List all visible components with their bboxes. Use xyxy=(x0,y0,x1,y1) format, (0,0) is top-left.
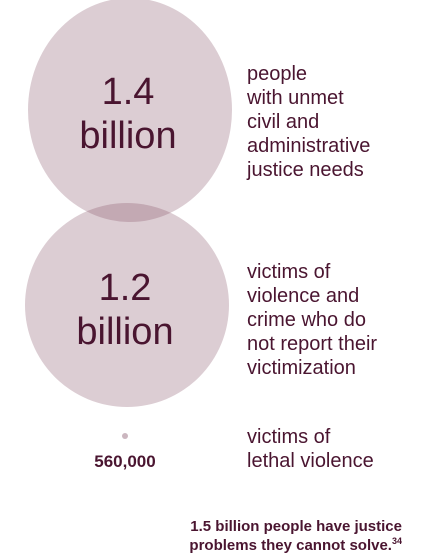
bubble-2-desc-line: victimization xyxy=(247,357,356,379)
bubble-3-value-label: 560,000 xyxy=(94,452,156,471)
bubble-2-value-number: 1.2 xyxy=(98,267,152,309)
bubble-3-description: victims of lethal violence xyxy=(247,425,422,473)
footnote-line-2: problems they cannot solve.34 xyxy=(82,536,402,555)
bubble-1-value-number: 1.4 xyxy=(101,71,155,113)
bubble-2-desc-line: not report their xyxy=(247,333,378,355)
bubble-1-desc-line: administrative xyxy=(247,135,371,157)
footnote-line-2-text: problems they cannot solve. xyxy=(189,537,392,554)
bubble-1-desc-line: with unmet xyxy=(247,87,344,109)
bubble-1-description: people with unmet civil and administrati… xyxy=(247,62,422,182)
footnote-reference: 34 xyxy=(391,536,402,546)
bubble-2-desc-line: violence and xyxy=(247,285,360,307)
bubble-1-2-billion xyxy=(25,203,229,407)
bubble-1-4-billion xyxy=(28,0,232,222)
footnote: 1.5 billion people have justice problems… xyxy=(82,517,402,555)
bubble-1-desc-line: civil and xyxy=(247,111,320,133)
bubble-2-description: victims of violence and crime who do not… xyxy=(247,260,422,380)
bubble-1-desc-line: people xyxy=(247,63,308,85)
bubble-3-desc-line: lethal violence xyxy=(247,450,374,472)
bubble-2-desc-line: crime who do xyxy=(247,309,366,331)
bubble-560000 xyxy=(122,433,128,439)
bubble-2-value-label: 1.2 billion xyxy=(25,266,225,354)
bubble-3-desc-line: victims of xyxy=(247,426,331,448)
bubble-2-value-unit: billion xyxy=(76,311,174,353)
bubble-2-desc-line: victims of xyxy=(247,261,331,283)
bubble-1-value-label: 1.4 billion xyxy=(28,70,228,158)
footnote-line-1: 1.5 billion people have justice xyxy=(190,518,402,535)
bubble-1-value-unit: billion xyxy=(79,115,177,157)
bubble-1-desc-line: justice needs xyxy=(247,159,364,181)
